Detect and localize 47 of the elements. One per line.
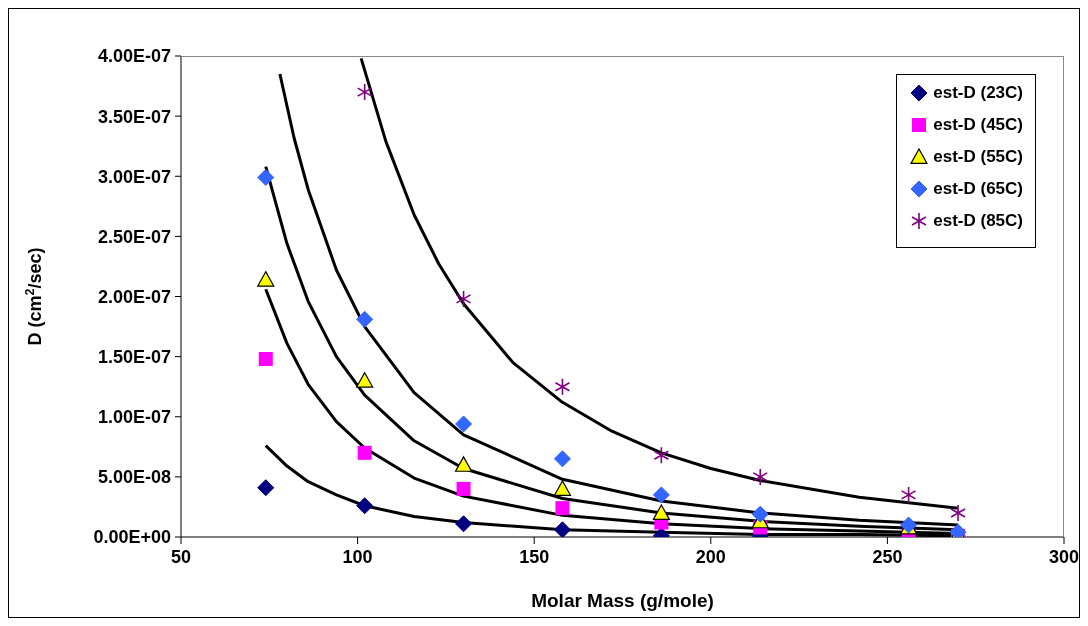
point xyxy=(751,505,769,523)
point xyxy=(257,168,275,186)
point xyxy=(257,271,275,287)
point xyxy=(554,377,571,396)
legend-label: est-D (55C) xyxy=(933,147,1023,167)
y-tick-label: 1.00E-07 xyxy=(97,407,171,428)
x-tick-label: 100 xyxy=(342,546,373,567)
y-tick-label: 5.00E-08 xyxy=(97,467,171,488)
point xyxy=(652,504,670,520)
x-axis-title: Molar Mass (g/mole) xyxy=(531,590,714,611)
x-tick-label: 50 xyxy=(170,546,192,567)
point xyxy=(553,450,571,468)
point xyxy=(258,352,273,367)
y-tick-label: 2.00E-07 xyxy=(97,286,171,307)
point xyxy=(356,310,374,328)
point xyxy=(454,456,473,472)
y-tick-label: 0.00E+00 xyxy=(93,527,171,548)
point xyxy=(455,290,472,308)
y-tick-label: 1.50E-07 xyxy=(97,347,171,368)
point xyxy=(553,521,571,537)
y-tick-label: 4.00E-07 xyxy=(97,46,171,67)
point xyxy=(652,486,670,504)
point xyxy=(553,480,572,496)
point xyxy=(455,515,473,533)
point xyxy=(356,372,374,388)
point xyxy=(356,83,373,101)
point xyxy=(555,501,570,516)
x-tick-label: 300 xyxy=(1048,546,1080,567)
point xyxy=(257,479,275,497)
x-tick-label: 150 xyxy=(519,546,550,567)
point xyxy=(356,497,374,515)
point xyxy=(456,481,471,496)
y-tick-label: 3.00E-07 xyxy=(97,166,171,187)
point xyxy=(357,445,372,460)
point xyxy=(653,446,670,465)
point xyxy=(950,504,966,522)
point xyxy=(455,415,473,433)
legend-label: est-D (45C) xyxy=(933,115,1023,135)
y-tick-label: 2.50E-07 xyxy=(97,226,171,247)
x-tick-label: 250 xyxy=(872,546,903,567)
legend-label: est-D (85C) xyxy=(933,211,1023,231)
legend-label: est-D (65C) xyxy=(933,179,1023,199)
point xyxy=(900,486,917,504)
legend-label: est-D (23C) xyxy=(933,83,1023,103)
y-tick-label: 3.50E-07 xyxy=(97,106,171,127)
point xyxy=(752,468,769,486)
x-tick-label: 200 xyxy=(695,546,726,567)
